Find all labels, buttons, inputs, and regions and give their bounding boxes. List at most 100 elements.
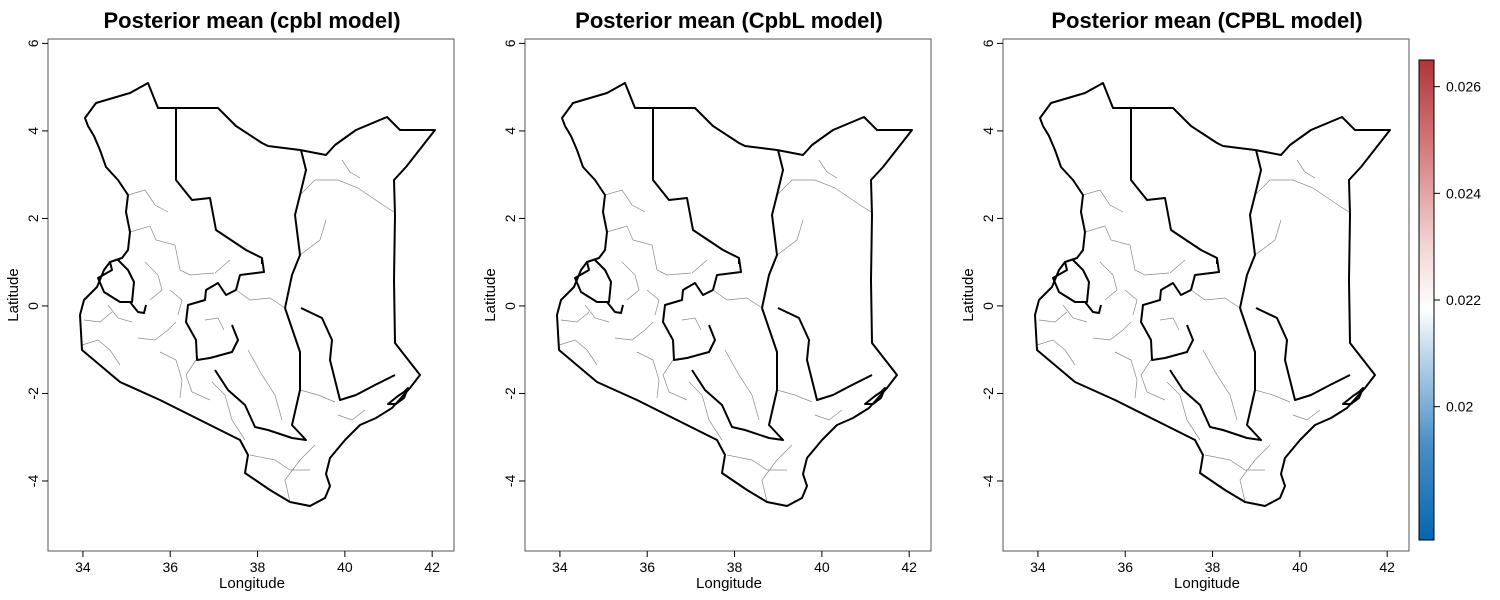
- y-tick-label: 2: [980, 214, 996, 222]
- y-tick-label: 0: [25, 302, 41, 310]
- colorbar-tick-label: 0.02: [1446, 399, 1473, 415]
- x-axis-label: Longitude: [696, 575, 762, 592]
- colorbar-ticks: 0.02 0.022 0.024 0.026: [1434, 79, 1481, 415]
- x-tick-label: 34: [1030, 559, 1046, 575]
- y-tick-label: -2: [502, 387, 518, 400]
- province-boundary: [652, 108, 742, 291]
- island-boundary: [387, 387, 409, 405]
- county-boundary: [284, 444, 316, 503]
- x-tick-label: 40: [337, 559, 353, 575]
- county-boundary: [107, 304, 133, 323]
- county-boundary: [1140, 359, 1166, 401]
- y-tick-label: 2: [25, 214, 41, 222]
- kenya-map: [1034, 82, 1391, 507]
- county-boundary: [636, 351, 660, 399]
- country-fill: [1035, 83, 1390, 506]
- county-boundary: [1190, 289, 1241, 309]
- y-axis: -4 -2 0 2 4 6: [25, 39, 48, 487]
- panel-title: Posterior mean (CPBL model): [1051, 8, 1362, 33]
- x-tick-label: 36: [162, 559, 178, 575]
- county-boundary: [137, 321, 177, 341]
- county-boundary: [1239, 444, 1271, 503]
- country-fill: [80, 83, 435, 506]
- county-boundary: [621, 261, 640, 301]
- y-tick-label: -4: [25, 475, 41, 488]
- county-boundary: [662, 359, 688, 401]
- x-axis: 34 36 38 40 42: [552, 551, 917, 575]
- county-boundary: [249, 454, 310, 471]
- county-boundary: [185, 359, 211, 401]
- y-tick-label: 2: [502, 214, 518, 222]
- map-panel-1: Posterior mean (cpbl model) 34 36 38 40 42 -…: [5, 8, 455, 592]
- y-axis-label: Latitude: [482, 268, 499, 321]
- province-boundary: [606, 301, 624, 314]
- colorbar: 0.02 0.022 0.024 0.026: [1418, 59, 1481, 541]
- colorbar-tick-label: 0.022: [1446, 292, 1481, 308]
- county-boundary: [614, 321, 654, 341]
- y-tick-label: -2: [980, 387, 996, 400]
- island-boundary: [1342, 387, 1364, 405]
- county-boundary: [1204, 454, 1265, 471]
- x-tick-label: 42: [1379, 559, 1395, 575]
- x-axis-label: Longitude: [1174, 575, 1240, 592]
- province-boundary: [97, 259, 135, 303]
- map-panel-3: Posterior mean (CPBL model) 34 36 38 40 42 -…: [960, 8, 1410, 592]
- y-tick-label: 0: [502, 302, 518, 310]
- county-boundary: [681, 317, 702, 331]
- panel-title: Posterior mean (CpbL model): [575, 8, 883, 33]
- county-boundary: [337, 409, 366, 421]
- county-boundary: [299, 219, 327, 256]
- county-boundary: [83, 311, 113, 323]
- x-tick-label: 40: [1292, 559, 1308, 575]
- county-boundary: [214, 259, 231, 274]
- province-boundary: [79, 82, 436, 507]
- county-boundary: [1099, 261, 1118, 301]
- province-boundary: [175, 108, 265, 291]
- colorbar-tick-label: 0.026: [1446, 79, 1481, 95]
- county-boundary: [235, 289, 286, 309]
- county-boundary: [1254, 219, 1282, 256]
- y-tick-label: 0: [980, 302, 996, 310]
- y-tick-label: -2: [25, 387, 41, 400]
- y-axis: -4 -2 0 2 4 6: [502, 39, 525, 487]
- county-boundary: [604, 189, 646, 213]
- county-boundary: [1292, 409, 1321, 421]
- county-boundary: [211, 381, 246, 441]
- x-tick-label: 34: [552, 559, 568, 575]
- province-boundary: [214, 307, 307, 441]
- county-boundary: [129, 225, 215, 276]
- province-boundary: [284, 149, 307, 309]
- province-boundary: [1130, 108, 1220, 291]
- kenya-map: [556, 82, 913, 507]
- county-boundary: [127, 189, 169, 213]
- colorbar-gradient: [1419, 60, 1434, 540]
- province-boundary: [1052, 259, 1090, 303]
- y-tick-label: 4: [25, 127, 41, 135]
- island-boundary: [864, 387, 886, 405]
- county-boundary: [646, 289, 660, 316]
- county-boundary: [1202, 349, 1238, 421]
- province-boundary: [1084, 301, 1102, 314]
- county-boundary: [724, 349, 760, 421]
- county-boundary: [818, 159, 838, 179]
- province-boundary: [777, 307, 873, 401]
- y-axis: -4 -2 0 2 4 6: [980, 39, 1003, 487]
- x-tick-label: 36: [1117, 559, 1133, 575]
- county-boundary: [341, 159, 361, 179]
- county-boundary: [1114, 351, 1138, 399]
- province-boundary: [761, 149, 784, 309]
- county-boundary: [1038, 311, 1068, 323]
- county-boundary: [776, 219, 804, 256]
- county-boundary: [1296, 159, 1316, 179]
- county-boundary: [691, 259, 708, 274]
- plot-frame: [524, 38, 932, 552]
- county-boundary: [560, 311, 590, 323]
- county-boundary: [761, 444, 793, 503]
- map-panel-2: Posterior mean (CpbL model) 34 36 38 40 42 -…: [482, 8, 932, 592]
- county-boundary: [776, 179, 872, 213]
- county-boundary: [1124, 289, 1138, 316]
- x-tick-label: 40: [814, 559, 830, 575]
- county-boundary: [1169, 259, 1186, 274]
- x-axis-label: Longitude: [219, 575, 285, 592]
- province-boundary: [1169, 307, 1262, 441]
